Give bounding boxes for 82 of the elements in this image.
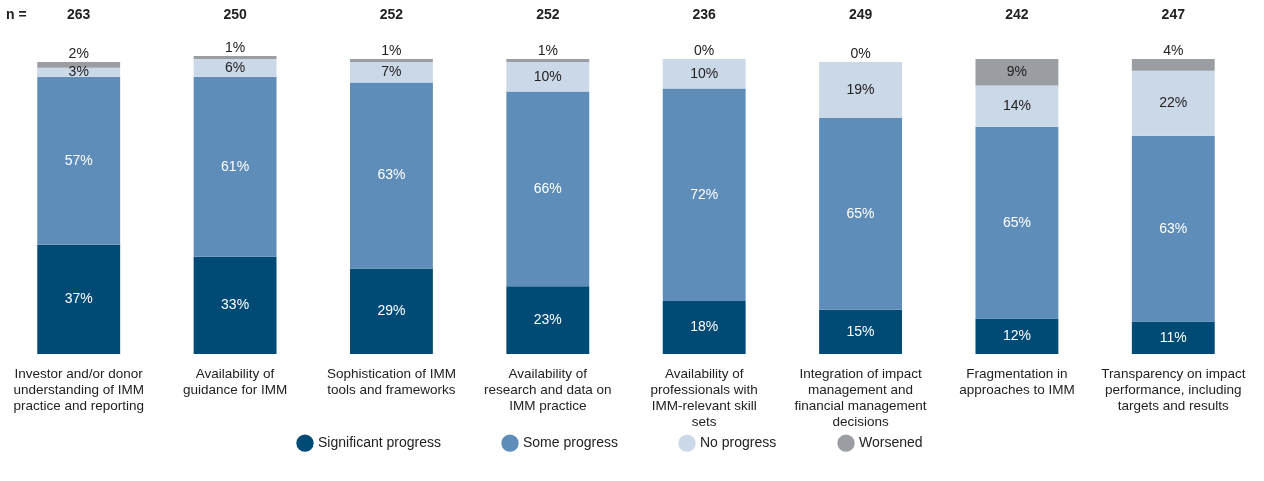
data-label: 10%	[690, 64, 719, 81]
text: 242	[1005, 6, 1029, 22]
bar	[193, 76, 277, 257]
bar	[975, 85, 1059, 127]
data-label: 66%	[533, 179, 562, 196]
data-label: 2%	[68, 44, 89, 61]
bar	[350, 58, 433, 62]
data-label: 63%	[1159, 219, 1188, 236]
bar	[1131, 135, 1215, 322]
data-label: 0%	[850, 44, 871, 61]
data-label: 1%	[224, 39, 246, 55]
text: 252	[536, 6, 560, 22]
x-tick-label: Integration of impact management and financial management decisions	[794, 365, 927, 429]
bar	[193, 56, 277, 59]
data-label: 7%	[381, 63, 402, 80]
bar	[506, 61, 590, 92]
data-label: 3%	[68, 63, 89, 80]
bar	[662, 58, 746, 89]
bar	[975, 126, 1059, 319]
text: 236	[692, 6, 717, 22]
x-tick-label: Availability of guidance for IMM	[182, 365, 288, 397]
bar	[1131, 70, 1215, 136]
bar	[819, 309, 902, 354]
bar	[506, 91, 590, 287]
text: 252	[379, 6, 404, 22]
bar	[37, 244, 121, 354]
bar	[1131, 321, 1215, 354]
bar	[37, 61, 121, 68]
data-label: 15%	[846, 322, 875, 339]
data-label: 23%	[533, 311, 562, 328]
data-label: 33%	[221, 296, 250, 313]
text: n =	[6, 6, 27, 22]
bar	[662, 300, 746, 354]
legend-label: Significant progress	[318, 434, 441, 451]
data-label: 65%	[846, 204, 875, 221]
data-label: 29%	[377, 302, 406, 319]
data-label: 19%	[846, 80, 875, 97]
bar	[193, 58, 277, 77]
data-label: 11%	[1159, 328, 1187, 345]
data-label: 37%	[64, 290, 93, 307]
bar	[819, 61, 902, 118]
data-label: 0%	[694, 41, 715, 58]
text: 247	[1161, 6, 1186, 22]
text: 250	[223, 6, 247, 22]
data-label: 18%	[690, 318, 719, 335]
bar	[506, 286, 590, 354]
x-tick-label: Transparency on impact performance, including targets and results	[1101, 365, 1246, 413]
text: 249	[848, 6, 873, 22]
bar	[193, 256, 277, 354]
x-tick-label: Sophistication of IMM tools and frameworks	[326, 365, 456, 397]
data-label: 72%	[690, 185, 719, 202]
data-label: 9%	[1006, 63, 1028, 80]
x-tick-label: Fragmentation in approaches to IMM	[959, 365, 1075, 397]
x-tick-label: Availability of professionals with IMM-relevant skill sets	[650, 365, 758, 429]
data-label: 14%	[1002, 97, 1031, 114]
x-tick-label: Availability of research and data on IMM practice	[484, 365, 612, 413]
legend-label: Worsened	[859, 434, 923, 451]
data-label: 1%	[537, 41, 558, 58]
bar	[350, 61, 433, 83]
bar	[662, 88, 746, 301]
legend-label: Some progress	[523, 434, 618, 451]
bar	[350, 268, 433, 354]
data-label: 6%	[224, 58, 246, 75]
bar	[819, 117, 902, 310]
bar	[37, 76, 121, 245]
legend-label: No progress	[700, 434, 777, 451]
data-label: 22%	[1159, 94, 1188, 111]
data-label: 61%	[221, 157, 250, 174]
text: 263	[67, 6, 91, 22]
bar	[975, 58, 1059, 86]
data-label: 1%	[381, 41, 402, 58]
x-tick-label: Investor and/or donor understanding of IMM practice and reporting	[13, 365, 144, 413]
data-label: 4%	[1163, 41, 1184, 58]
data-label: 10%	[533, 67, 562, 84]
data-label: 12%	[1002, 327, 1031, 344]
bar	[350, 82, 433, 269]
bar	[1131, 58, 1215, 71]
bar	[975, 318, 1059, 354]
data-label: 57%	[64, 151, 93, 168]
bar	[506, 58, 590, 62]
data-label: 63%	[377, 166, 406, 183]
data-label: 65%	[1002, 213, 1031, 230]
